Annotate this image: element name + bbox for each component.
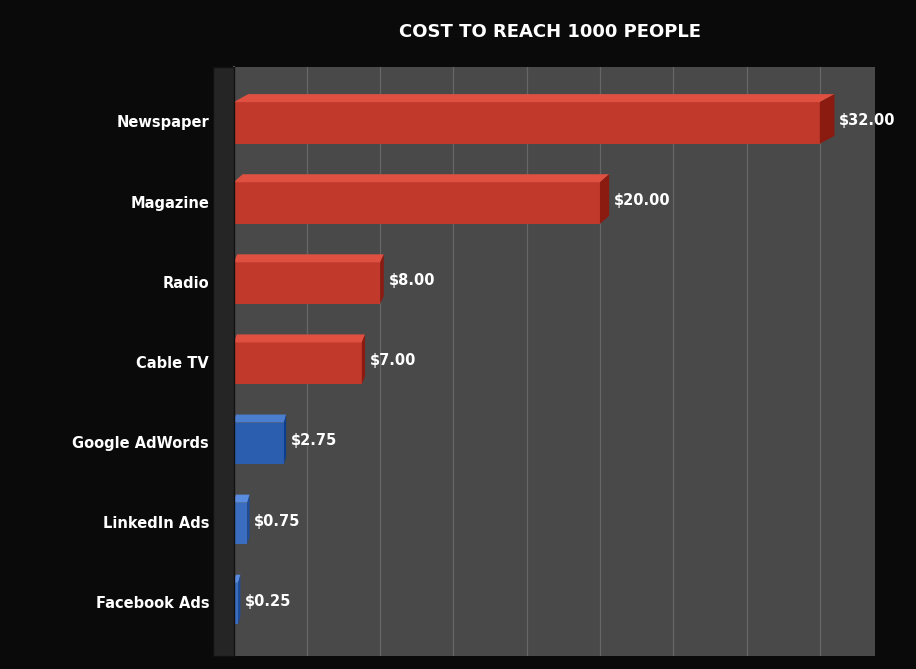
Text: Newspaper: Newspaper [116,116,209,130]
Polygon shape [234,94,834,102]
Text: Radio: Radio [162,276,209,290]
Polygon shape [820,94,834,144]
Polygon shape [362,334,365,384]
Text: Google AdWords: Google AdWords [72,436,209,451]
Bar [234,583,238,624]
Text: $0.25: $0.25 [245,593,291,609]
Text: COST TO REACH 1000 PEOPLE: COST TO REACH 1000 PEOPLE [398,23,701,41]
Text: $2.75: $2.75 [290,434,337,448]
Polygon shape [238,575,240,624]
Text: Cable TV: Cable TV [136,356,209,371]
Bar [234,343,362,384]
Text: $8.00: $8.00 [388,273,435,288]
Polygon shape [234,575,240,583]
Text: Magazine: Magazine [130,195,209,211]
Text: LinkedIn Ads: LinkedIn Ads [103,516,209,531]
Text: $32.00: $32.00 [839,113,896,128]
Bar [234,423,284,464]
Text: $20.00: $20.00 [614,193,671,208]
Text: Facebook Ads: Facebook Ads [95,596,209,611]
Polygon shape [234,494,249,502]
Bar [234,182,600,224]
Text: $0.75: $0.75 [254,514,300,529]
Bar [234,502,247,545]
Text: $7.00: $7.00 [369,353,416,369]
Bar [234,102,820,144]
Polygon shape [234,174,609,182]
Polygon shape [234,254,384,262]
Polygon shape [234,415,286,423]
Polygon shape [234,334,365,343]
Polygon shape [600,174,609,224]
Polygon shape [380,254,384,304]
Bar [234,262,380,304]
Polygon shape [284,415,286,464]
Polygon shape [247,494,249,545]
